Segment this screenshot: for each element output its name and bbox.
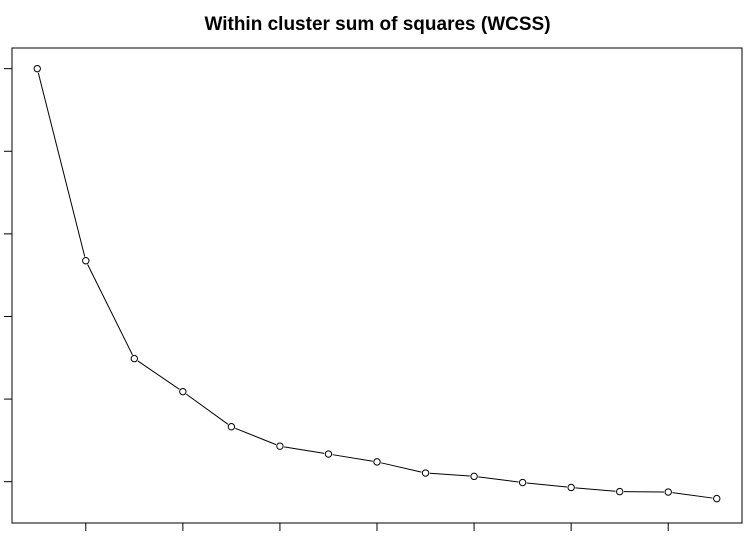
series-line-segment	[380, 462, 422, 473]
series-line-segment	[137, 360, 180, 390]
data-point	[373, 458, 381, 466]
data-point	[33, 64, 41, 73]
data-point	[664, 488, 672, 496]
series-line-segment	[526, 482, 568, 488]
series-line-segment	[235, 427, 277, 446]
axes	[4, 68, 669, 531]
data-point	[518, 478, 527, 487]
data-point	[276, 442, 284, 450]
data-point	[227, 423, 236, 431]
series-line-segment	[87, 264, 133, 356]
data-point	[179, 387, 187, 396]
series-line-segment	[283, 446, 325, 454]
series-line-segment	[332, 454, 373, 462]
plot-frame	[11, 47, 743, 524]
data-point	[615, 487, 624, 496]
series-line-segment	[575, 487, 616, 492]
data-point	[421, 469, 430, 477]
series-line-segment	[37, 72, 86, 257]
series-line-segment	[672, 492, 713, 499]
data-point	[713, 494, 721, 503]
chart-title: Within cluster sum of squares (WCSS)	[204, 14, 551, 35]
data-point	[324, 450, 333, 458]
data-point	[130, 354, 139, 363]
data-point	[567, 483, 575, 492]
series-line-segment	[429, 472, 470, 477]
series-line-segment	[478, 476, 519, 483]
series-line-segment	[185, 393, 229, 425]
data-point	[82, 257, 90, 265]
series	[33, 64, 721, 503]
data-point	[470, 472, 478, 481]
